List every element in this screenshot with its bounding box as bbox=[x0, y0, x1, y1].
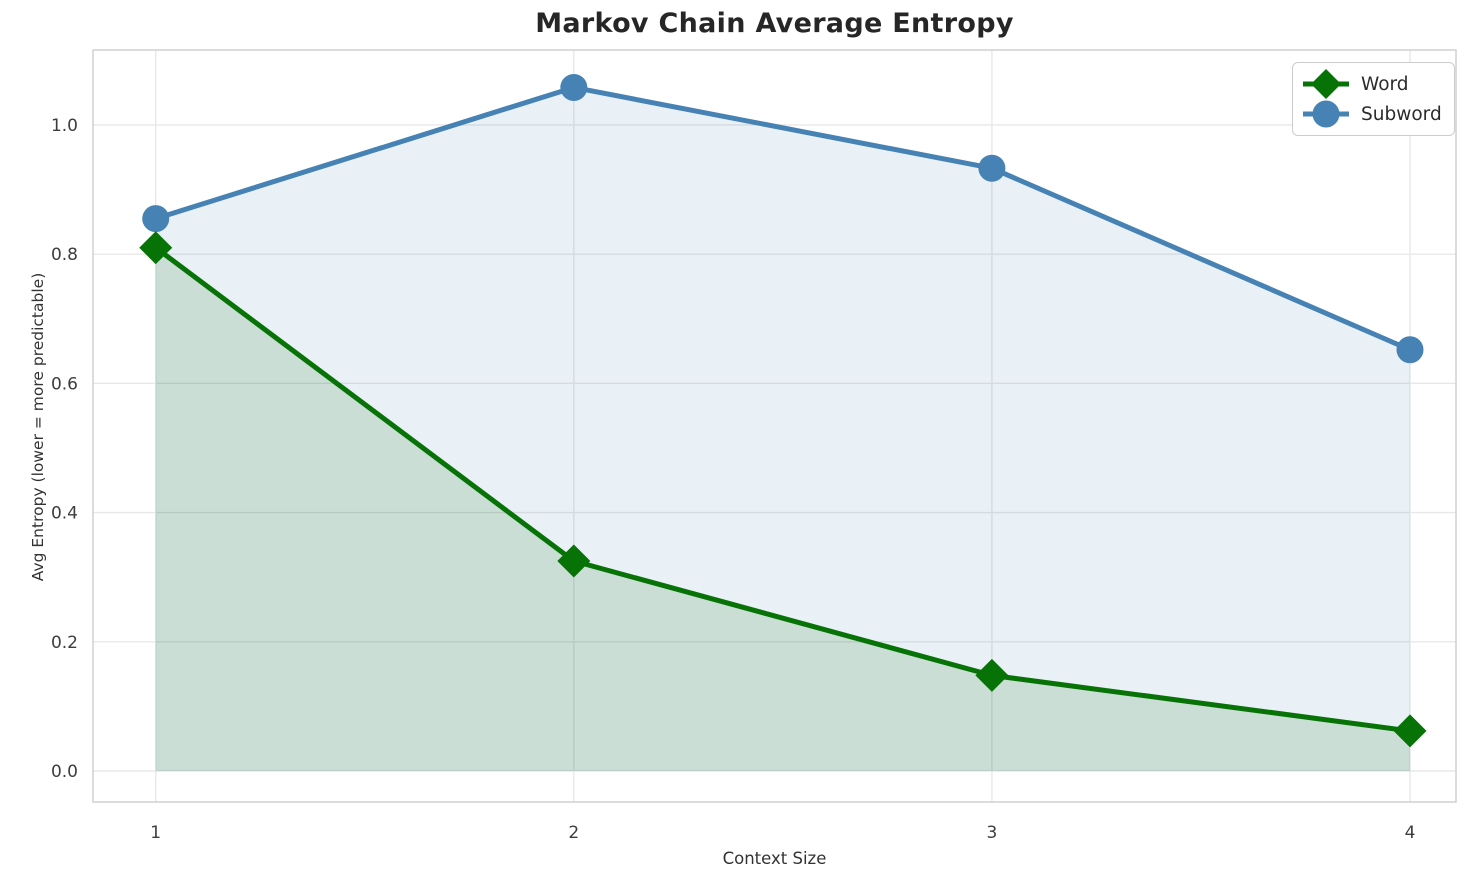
subword-circle-icon bbox=[1303, 100, 1349, 128]
x-axis-label: Context Size bbox=[722, 849, 827, 868]
y-tick-label: 1.0 bbox=[51, 116, 78, 136]
legend-label-subword: Subword bbox=[1361, 103, 1442, 125]
data-point-subword bbox=[142, 205, 170, 233]
legend: Word Subword bbox=[1292, 62, 1455, 136]
word-diamond-icon bbox=[1303, 69, 1349, 99]
series-area-subword bbox=[155, 87, 1411, 771]
x-tick-label: 1 bbox=[150, 823, 161, 843]
y-tick-label: 0.6 bbox=[51, 374, 78, 394]
series-line-word bbox=[153, 245, 1413, 734]
x-tick-label: 3 bbox=[986, 823, 997, 843]
data-point-subword bbox=[1396, 336, 1424, 364]
legend-label-word: Word bbox=[1361, 73, 1409, 95]
data-point-word bbox=[139, 231, 173, 265]
data-point-word bbox=[557, 544, 591, 578]
data-point-word bbox=[1393, 714, 1427, 748]
series-area-word bbox=[155, 247, 1411, 771]
legend-item-subword: Subword bbox=[1301, 99, 1444, 129]
y-tick-label: 0.4 bbox=[51, 504, 78, 524]
data-point-word bbox=[975, 658, 1009, 692]
x-tick-label: 4 bbox=[1405, 823, 1416, 843]
y-axis-label: Avg Entropy (lower = more predictable) bbox=[29, 272, 47, 582]
chart-title: Markov Chain Average Entropy bbox=[535, 8, 1014, 39]
plot-border bbox=[92, 49, 1457, 803]
data-point-subword bbox=[978, 154, 1006, 182]
series-line-subword bbox=[153, 84, 1413, 353]
legend-item-word: Word bbox=[1301, 69, 1444, 99]
y-tick-label: 0.8 bbox=[51, 245, 78, 265]
y-tick-label: 0.2 bbox=[51, 633, 78, 653]
y-tick-label: 0.0 bbox=[51, 762, 78, 782]
x-tick-label: 2 bbox=[568, 823, 579, 843]
data-point-subword bbox=[560, 73, 588, 101]
